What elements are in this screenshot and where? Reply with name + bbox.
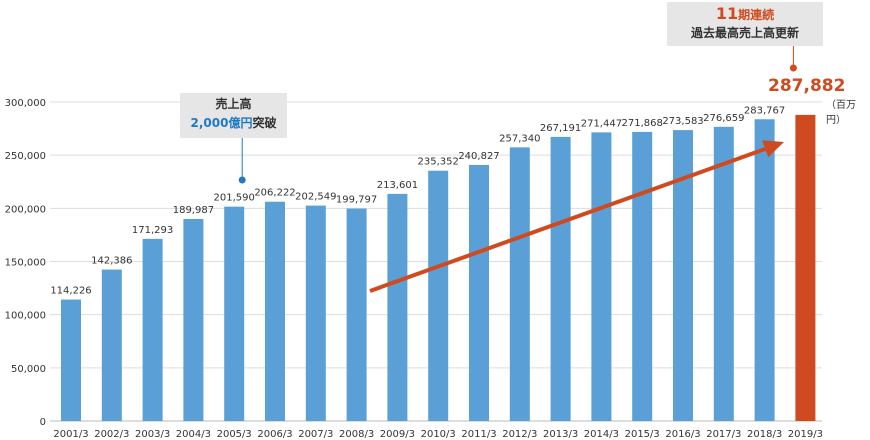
y-axis: 0 50,000 100,000 150,000 200,000 250,000 300,0… [5,98,46,428]
milestone-suffix: 突破 [252,116,277,130]
bar-2001-3 [61,299,81,421]
x-tick-label: 2003/3 [135,429,170,440]
value-label: 271,447 [581,118,622,129]
x-tick-label: 2013/3 [543,429,578,440]
bar-2017-3 [713,126,734,421]
record-value-label: 287,882 [768,76,846,96]
record-line2: 過去最高売上高更新 [690,26,799,40]
milestone-line2: 2,000億円突破 [180,114,287,133]
y-tick-label: 200,000 [5,204,46,215]
bar-2008-3 [346,208,367,421]
bar-2014-3 [591,132,612,421]
x-tick-label: 2007/3 [298,429,333,440]
bar-2016-3 [673,130,693,421]
x-tick-label: 2004/3 [176,429,211,440]
bar-2003-3 [142,238,163,421]
milestone-callout: 売上高 2,000億円突破 [180,93,287,138]
bars [61,114,816,422]
y-tick-label: 300,000 [5,98,46,109]
bar-2012-3 [509,147,530,421]
value-label: 199,797 [336,195,377,206]
bar-2009-3 [387,193,408,421]
value-label: 189,987 [173,205,214,216]
value-label: 276,659 [703,113,744,124]
x-tick-label: 2015/3 [625,429,660,440]
value-label: 202,549 [295,192,336,203]
value-label: 235,352 [418,157,459,168]
x-tick-label: 2005/3 [217,429,252,440]
bar-2019-3 [795,114,816,422]
y-tick-label: 150,000 [5,258,46,269]
bar-2005-3 [224,206,245,421]
y-tick-label: 50,000 [11,364,46,375]
value-label: 206,222 [254,188,295,199]
x-tick-label: 2012/3 [502,429,537,440]
y-tick-label: 100,000 [5,311,46,322]
x-tick-label: 2016/3 [665,429,700,440]
bar-2018-3 [754,119,775,421]
value-label: 213,601 [377,180,418,191]
bar-2006-3 [265,201,285,421]
record-marker [789,64,797,72]
value-label: 142,386 [91,256,132,267]
value-label: 114,226 [50,286,91,297]
bar-2010-3 [428,170,449,421]
bar-2007-3 [305,205,326,421]
bar-2013-3 [550,136,571,421]
unit-label: （百万円） [826,100,856,126]
bar-2011-3 [469,164,489,421]
value-label: 271,868 [622,118,663,129]
bar-2004-3 [183,218,204,421]
x-tick-label: 2001/3 [53,429,88,440]
value-label: 201,590 [214,193,255,204]
x-tick-label: 2019/3 [788,429,823,440]
x-tick-label: 2009/3 [380,429,415,440]
value-label: 240,827 [458,151,499,162]
annotation-overlay [238,46,797,293]
value-label: 273,583 [662,116,703,127]
x-tick-label: 2014/3 [584,429,619,440]
y-tick-label: 250,000 [5,151,46,162]
value-label: 171,293 [132,225,173,236]
bar-2002-3 [101,269,122,421]
trend-arrow-shaft [369,146,769,293]
trend-arrow-head [762,140,784,158]
record-count: 11 [715,4,739,23]
x-tick-label: 2018/3 [747,429,782,440]
x-tick-label: 2017/3 [706,429,741,440]
value-label: 267,191 [540,123,581,134]
record-callout: 11期連続 過去最高売上高更新 [667,2,823,46]
x-tick-label: 2006/3 [257,429,292,440]
milestone-line1: 売上高 [215,97,252,111]
bar-2015-3 [632,131,653,421]
y-tick-label: 0 [40,417,46,428]
x-tick-label: 2011/3 [461,429,496,440]
value-label: 257,340 [499,133,540,144]
milestone-value: 2,000億円 [190,116,253,130]
x-axis-labels: 2001/3 2002/3 2003/3 2004/3 2005/3 2006/3 2007… [53,429,823,440]
record-line1-suffix: 期連続 [738,8,775,22]
x-tick-label: 2008/3 [339,429,374,440]
record-line1: 11期連続 [667,5,823,24]
value-label: 283,767 [744,105,785,116]
x-tick-label: 2002/3 [94,429,129,440]
x-tick-label: 2010/3 [421,429,456,440]
milestone-marker [238,176,246,184]
